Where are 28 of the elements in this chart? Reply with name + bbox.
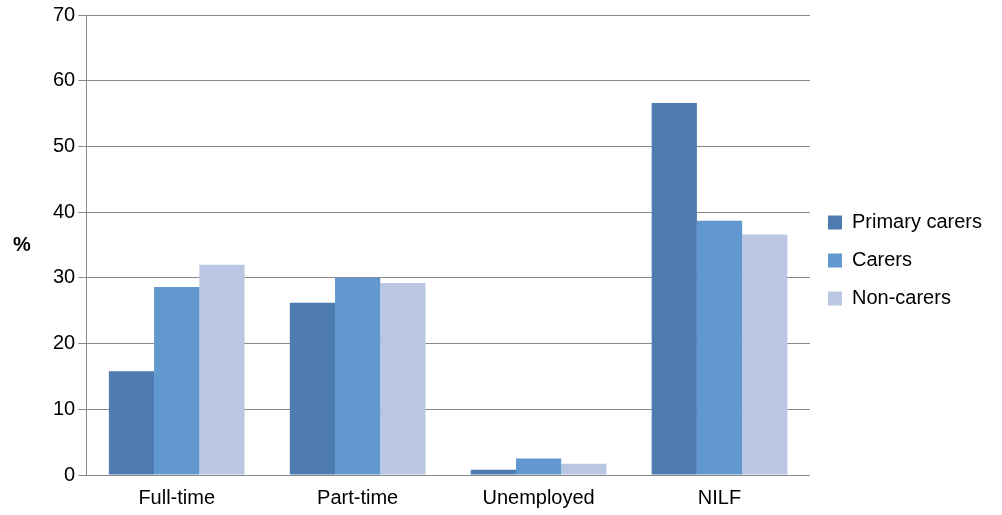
bar	[515, 458, 562, 475]
bar	[742, 234, 788, 475]
y-axis-title: %	[13, 232, 32, 255]
bar	[380, 283, 426, 475]
y-tick-label: 0	[64, 462, 76, 485]
bar	[108, 371, 155, 475]
y-tick-label: 50	[53, 133, 76, 156]
bar	[470, 469, 516, 475]
y-tick-label: 60	[53, 68, 76, 91]
x-tick-label: Unemployed	[482, 485, 595, 508]
legend-label: Carers	[851, 248, 913, 271]
x-tick-label: Full-time	[138, 485, 216, 508]
y-tick-label: 20	[53, 331, 76, 354]
y-tick-label: 30	[53, 265, 76, 288]
legend-label: Non-carers	[851, 286, 951, 309]
y-tick-label: 70	[53, 2, 76, 25]
bar	[561, 463, 607, 475]
bar	[696, 220, 743, 475]
bar	[651, 103, 697, 475]
bar	[289, 302, 336, 475]
x-tick-label: NILF	[697, 485, 742, 508]
y-tick-label: 40	[53, 199, 76, 222]
bar	[335, 277, 381, 475]
bar	[154, 287, 200, 475]
x-tick-label: Part-time	[317, 485, 399, 508]
bar	[199, 264, 245, 475]
y-tick-label: 10	[53, 396, 76, 419]
legend-label: Primary carers	[851, 210, 983, 233]
